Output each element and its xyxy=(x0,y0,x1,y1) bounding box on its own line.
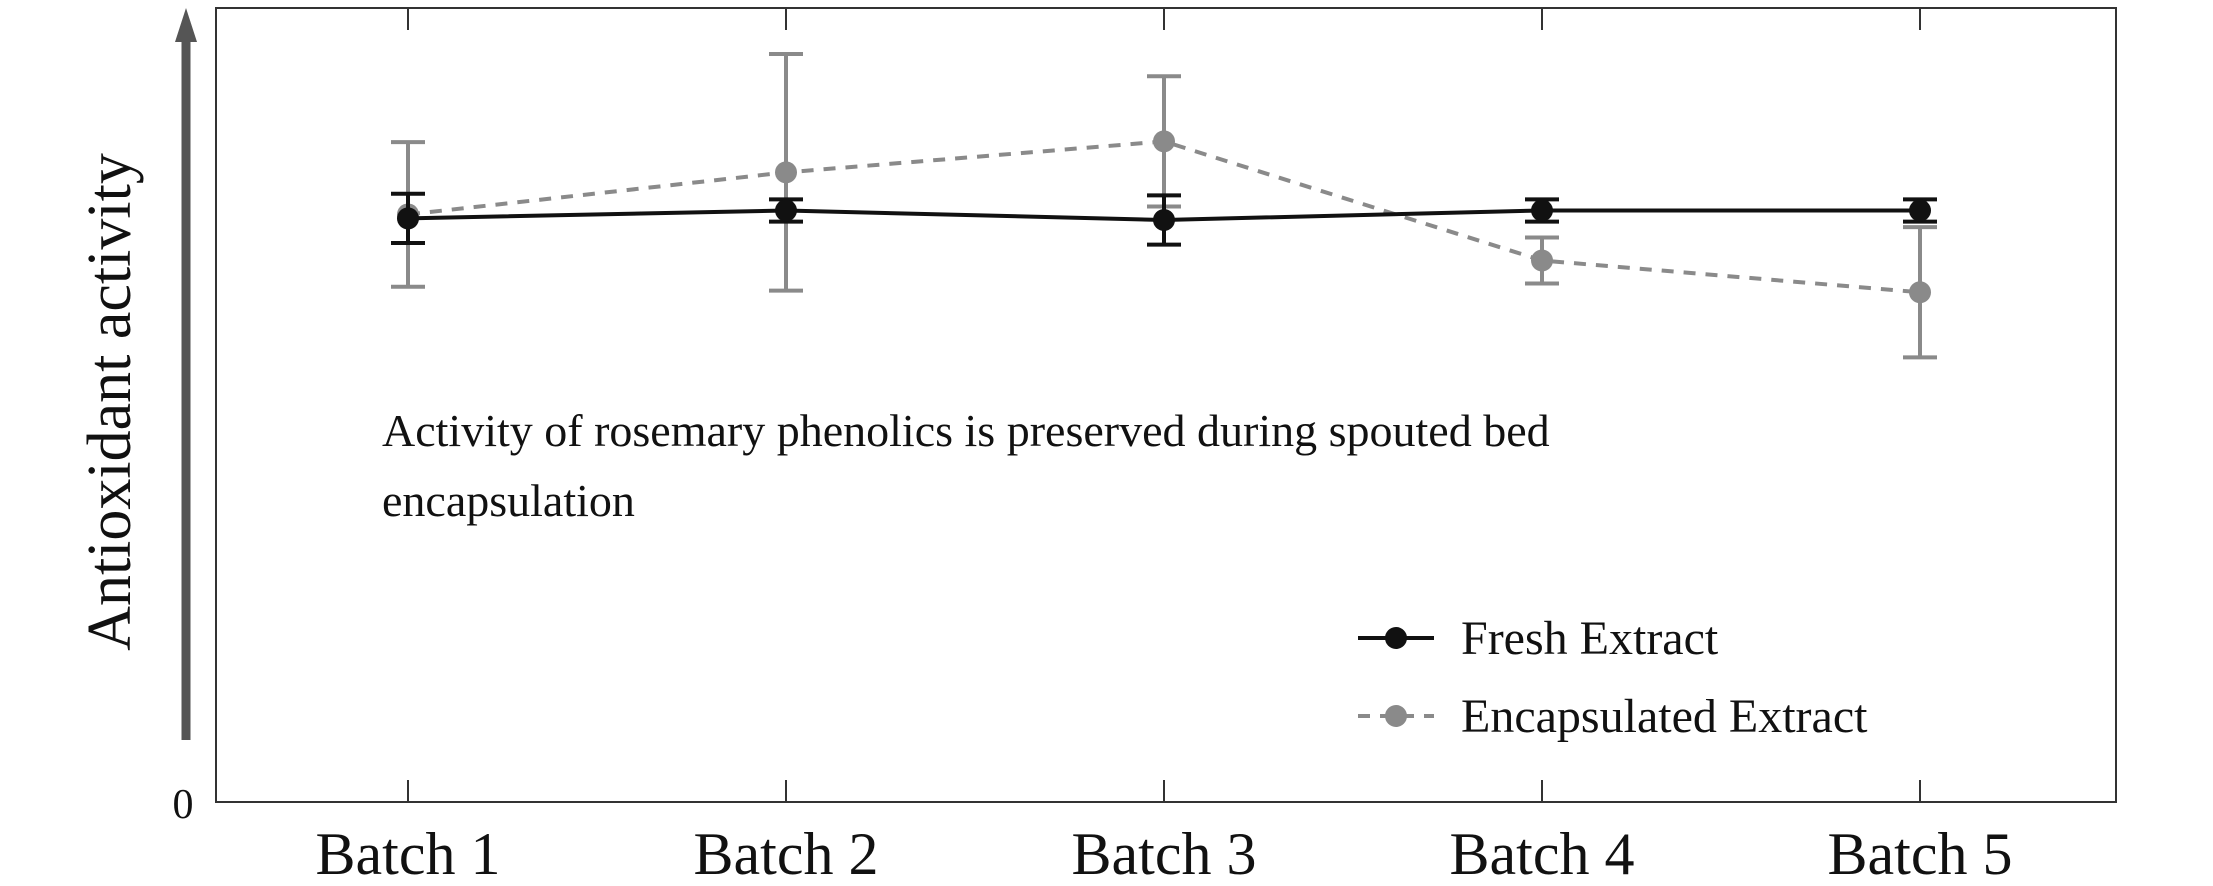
series-group xyxy=(391,191,1937,247)
y-axis-arrow xyxy=(175,8,197,740)
data-point xyxy=(775,199,797,222)
data-point xyxy=(1531,199,1553,222)
legend-marker xyxy=(1385,627,1407,649)
legend-label: Encapsulated Extract xyxy=(1461,690,1868,743)
data-point xyxy=(1909,281,1931,304)
legend-label: Fresh Extract xyxy=(1461,612,1719,665)
x-tick-label: Batch 5 xyxy=(1828,821,2013,886)
legend-marker xyxy=(1385,705,1407,727)
data-point xyxy=(1909,199,1931,222)
data-point xyxy=(1531,249,1553,272)
series-layer xyxy=(391,52,1937,360)
annotation-line-1: Activity of rosemary phenolics is preser… xyxy=(382,405,1550,456)
x-tick-labels: Batch 1 Batch 2 Batch 3 Batch 4 Batch 5 xyxy=(316,821,2013,886)
annotation-text: Activity of rosemary phenolics is preser… xyxy=(382,405,1561,526)
data-point xyxy=(1153,208,1175,231)
y-axis-label: Antioxidant activity xyxy=(76,153,144,651)
x-tick-label: Batch 3 xyxy=(1072,821,1257,886)
plot-frame xyxy=(215,7,2117,803)
legend: Fresh Extract Encapsulated Extract xyxy=(1358,612,1868,743)
x-tick-label: Batch 1 xyxy=(316,821,501,886)
x-ticks xyxy=(407,8,1921,802)
x-tick-label: Batch 2 xyxy=(694,821,879,886)
data-point xyxy=(1153,130,1175,153)
y-origin-label: 0 xyxy=(173,782,194,828)
data-point xyxy=(775,161,797,184)
data-point xyxy=(397,207,419,230)
annotation-line-2: encapsulation xyxy=(382,475,635,526)
x-tick-label: Batch 4 xyxy=(1450,821,1635,886)
